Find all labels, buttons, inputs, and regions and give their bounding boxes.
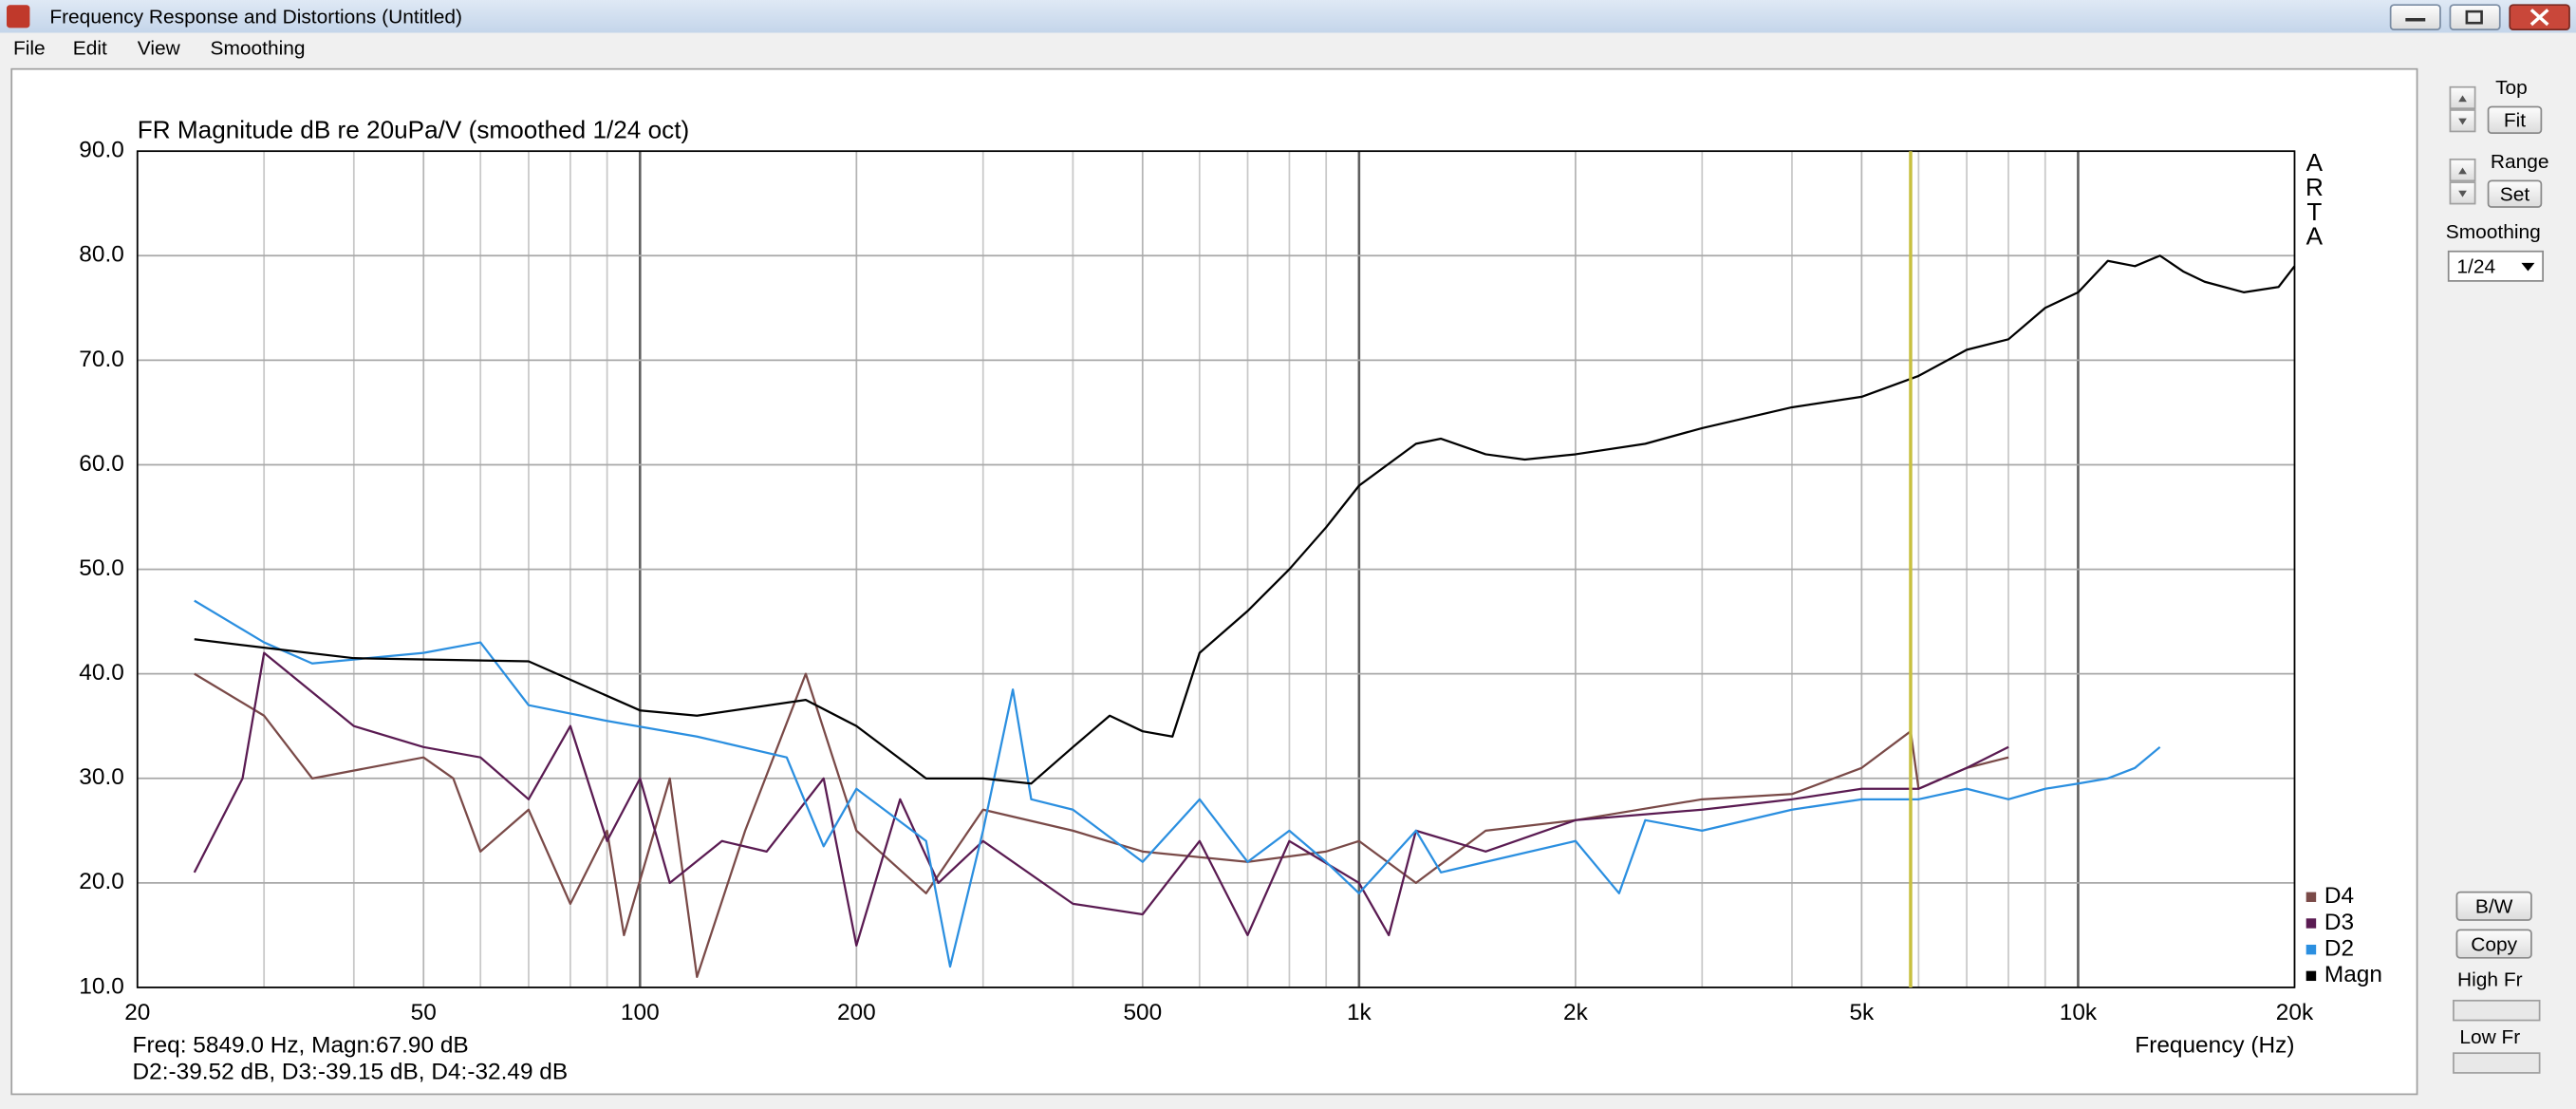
y-tick-label: 70.0 bbox=[79, 347, 124, 372]
y-tick-label: 60.0 bbox=[79, 451, 124, 477]
legend-label: Magn bbox=[2324, 962, 2382, 987]
restore-button[interactable] bbox=[2449, 4, 2501, 31]
x-tick-label: 20 bbox=[124, 1000, 150, 1025]
set-button-label: Set bbox=[2500, 183, 2530, 205]
x-tick-label: 200 bbox=[837, 1000, 876, 1025]
window-title: Frequency Response and Distortions (Unti… bbox=[49, 7, 462, 28]
y-tick-label: 30.0 bbox=[79, 764, 124, 790]
legend-label: D3 bbox=[2324, 910, 2354, 935]
dropdown-arrow bbox=[2521, 262, 2535, 272]
legend-swatch bbox=[2305, 918, 2317, 929]
chart-title: FR Magnitude dB re 20uPa/V (smoothed 1/2… bbox=[138, 115, 689, 143]
menu-bar bbox=[0, 32, 2576, 65]
legend-label: D2 bbox=[2324, 936, 2354, 962]
x-tick-label: 100 bbox=[621, 1000, 660, 1025]
copy-button[interactable] bbox=[2455, 929, 2532, 959]
y-tick-label: 90.0 bbox=[79, 138, 124, 163]
x-tick-label: 500 bbox=[1123, 1000, 1162, 1025]
low-fr-scroll[interactable] bbox=[2453, 1052, 2541, 1074]
side-label: Range bbox=[2491, 151, 2549, 173]
menu-item[interactable]: Edit bbox=[73, 37, 107, 59]
brand-letter: R bbox=[2305, 173, 2324, 201]
legend-swatch bbox=[2305, 970, 2317, 982]
x-tick-label: 20k bbox=[2276, 1000, 2314, 1025]
app-icon bbox=[6, 5, 30, 28]
fit-button-label: Fit bbox=[2504, 110, 2526, 132]
side-label: High Fr bbox=[2457, 969, 2523, 991]
x-tick-label: 2k bbox=[1563, 1000, 1589, 1025]
fit-button[interactable] bbox=[2487, 105, 2543, 135]
minimize-button[interactable] bbox=[2389, 4, 2441, 31]
y-tick-label: 50.0 bbox=[79, 555, 124, 581]
bw-button[interactable] bbox=[2455, 891, 2532, 921]
set-button[interactable] bbox=[2487, 179, 2543, 208]
y-tick-label: 10.0 bbox=[79, 973, 124, 999]
high-fr-scroll[interactable] bbox=[2453, 999, 2541, 1022]
y-tick-label: 80.0 bbox=[79, 242, 124, 268]
plot-border bbox=[136, 150, 2296, 988]
legend-swatch bbox=[2305, 944, 2317, 955]
y-tick-label: 20.0 bbox=[79, 869, 124, 894]
x-tick-label: 50 bbox=[411, 1000, 437, 1025]
close-icon bbox=[2529, 9, 2549, 27]
title-bar bbox=[0, 0, 2576, 33]
restore-icon bbox=[2465, 9, 2483, 25]
brand-letter: T bbox=[2306, 197, 2322, 226]
series-line bbox=[193, 651, 2009, 947]
side-label: Smoothing bbox=[2446, 221, 2541, 243]
x-tick-label: 10k bbox=[2060, 1000, 2098, 1025]
spin-arrow bbox=[2458, 95, 2467, 125]
brand-letter: A bbox=[2306, 148, 2324, 177]
spin-arrow bbox=[2458, 167, 2467, 197]
x-tick-label: 1k bbox=[1347, 1000, 1372, 1025]
menu-item[interactable]: File bbox=[13, 37, 46, 59]
series-line bbox=[194, 254, 2296, 785]
brand-letter: A bbox=[2306, 222, 2324, 251]
bw-button-label: B/W bbox=[2475, 896, 2513, 918]
side-label: Top bbox=[2495, 77, 2528, 99]
x-axis-label: Frequency (Hz) bbox=[2135, 1033, 2294, 1059]
menu-item[interactable]: Smoothing bbox=[211, 37, 306, 59]
legend-swatch bbox=[2305, 892, 2317, 902]
status-line: D2:-39.52 dB, D3:-39.15 dB, D4:-32.49 dB bbox=[133, 1059, 569, 1084]
series-line bbox=[194, 672, 2009, 979]
copy-button-label: Copy bbox=[2471, 933, 2517, 955]
menu-item[interactable]: View bbox=[138, 37, 181, 59]
side-label: Low Fr bbox=[2459, 1026, 2520, 1048]
series-line bbox=[194, 599, 2161, 968]
status-line: Freq: 5849.0 Hz, Magn:67.90 dB bbox=[133, 1033, 469, 1059]
legend-label: D4 bbox=[2324, 883, 2354, 909]
x-tick-label: 5k bbox=[1849, 1000, 1875, 1025]
y-tick-label: 40.0 bbox=[79, 660, 124, 686]
smoothing-value: 1/24 bbox=[2456, 256, 2495, 278]
